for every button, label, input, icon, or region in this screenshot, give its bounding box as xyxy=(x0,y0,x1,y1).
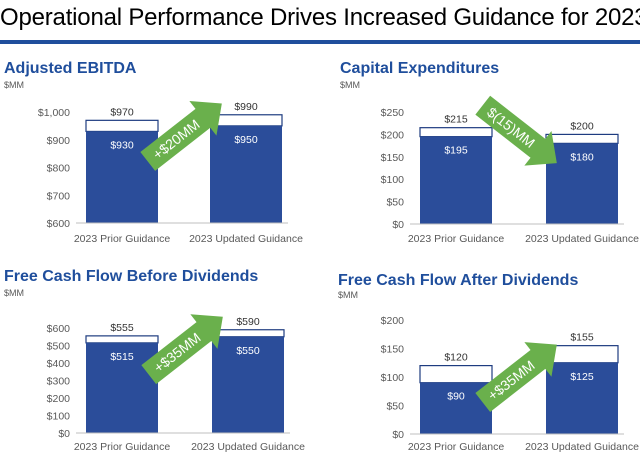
data-label-upper: $215 xyxy=(444,114,468,126)
y-tick-label: $700 xyxy=(47,190,71,202)
data-label-bar: $550 xyxy=(236,345,260,357)
chart-panel-fcf-before-dividends: Free Cash Flow Before Dividends $MM $0 $1… xyxy=(0,266,320,458)
bar-upper-segment xyxy=(211,329,285,338)
y-tick-label: $100 xyxy=(381,174,405,186)
category-label: 2023 Prior Guidance xyxy=(74,441,170,453)
y-tick-label: $800 xyxy=(47,163,71,175)
y-tick-label: $50 xyxy=(386,197,404,209)
y-tick-label: $0 xyxy=(58,428,70,440)
data-label-upper: $200 xyxy=(570,120,594,132)
chart-panel-adjusted-ebitda: Adjusted EBITDA $MM $600 $700 $800 $900 $1,0… xyxy=(0,58,320,253)
category-label: 2023 Updated Guidance xyxy=(525,233,639,245)
bar-upper-segment xyxy=(545,345,619,364)
y-tick-label: $250 xyxy=(381,107,405,119)
category-label: 2023 Updated Guidance xyxy=(189,233,303,245)
page-title: Operational Performance Drives Increased… xyxy=(0,4,640,31)
bar xyxy=(546,143,618,224)
change-arrow xyxy=(140,100,222,171)
category-label: 2023 Prior Guidance xyxy=(74,233,170,245)
change-arrow xyxy=(475,342,557,412)
y-tick-label: $200 xyxy=(381,129,405,141)
y-tick-label: $0 xyxy=(392,219,404,231)
category-label: 2023 Prior Guidance xyxy=(408,441,504,453)
chart-svg: $0 $50 $100 $150 $200 $120 $90 2023 Prior Guida… xyxy=(381,315,639,453)
y-tick-label: $100 xyxy=(47,411,71,423)
y-tick-label: $500 xyxy=(47,341,71,353)
data-label-upper: $555 xyxy=(110,322,134,334)
chart-svg: $0 $100 $200 $300 $400 $500 $600 $555 $515 2023 P… xyxy=(47,314,305,453)
y-tick-label: $300 xyxy=(47,376,71,388)
bar-upper-segment xyxy=(419,127,493,138)
chart-svg: $0 $50 $100 $150 $200 $250 $215 $195 2023 Prior … xyxy=(381,95,639,245)
chart-unit: $MM xyxy=(4,288,24,298)
bar xyxy=(86,342,158,433)
bar-upper-segment xyxy=(419,364,493,384)
data-label-bar: $950 xyxy=(234,134,258,146)
y-tick-label: $200 xyxy=(381,315,405,327)
bar-upper-segment xyxy=(85,335,159,344)
data-label-upper: $120 xyxy=(444,352,468,364)
y-tick-label: $1,000 xyxy=(38,107,70,119)
data-label-bar: $930 xyxy=(110,139,134,151)
data-label-bar: $515 xyxy=(110,351,134,363)
y-tick-label: $150 xyxy=(381,344,405,356)
data-label-upper: $970 xyxy=(110,106,134,118)
bar-upper-segment xyxy=(209,114,283,127)
y-tick-label: $0 xyxy=(392,429,404,441)
data-label-bar: $180 xyxy=(570,151,594,163)
y-tick-label: $900 xyxy=(47,135,71,147)
change-arrow xyxy=(141,314,223,385)
chart-unit: $MM xyxy=(340,80,360,90)
data-label-bar: $125 xyxy=(570,371,594,383)
y-tick-label: $50 xyxy=(386,401,404,413)
y-tick-label: $400 xyxy=(47,358,71,370)
bar xyxy=(212,336,284,433)
bar xyxy=(546,362,618,434)
chart-unit: $MM xyxy=(4,80,24,90)
data-label-upper: $590 xyxy=(236,316,260,328)
change-arrow xyxy=(475,95,557,166)
bar-upper-segment xyxy=(85,119,159,133)
y-tick-label: $600 xyxy=(47,323,71,335)
y-tick-label: $600 xyxy=(47,218,71,230)
bar xyxy=(210,125,282,223)
title-divider xyxy=(0,40,640,44)
data-label-upper: $155 xyxy=(570,332,594,344)
y-tick-label: $100 xyxy=(381,372,405,384)
category-label: 2023 Updated Guidance xyxy=(191,441,305,453)
data-label-bar: $195 xyxy=(444,145,468,157)
chart-svg: $600 $700 $800 $900 $1,000 $970 $930 2023 Prior… xyxy=(38,100,303,245)
y-tick-label: $200 xyxy=(47,393,71,405)
chart-title: Adjusted EBITDA xyxy=(4,60,137,77)
data-label-bar: $90 xyxy=(447,391,465,403)
chart-title: Free Cash Flow After Dividends xyxy=(338,272,579,289)
category-label: 2023 Updated Guidance xyxy=(525,441,639,453)
chart-title: Capital Expenditures xyxy=(340,60,500,77)
chart-panel-capital-expenditures: Capital Expenditures $MM $0 $50 $100 $150 $2… xyxy=(330,58,640,253)
chart-unit: $MM xyxy=(338,290,358,300)
chart-panel-fcf-after-dividends: Free Cash Flow After Dividends $MM $0 $50… xyxy=(330,266,640,458)
chart-title: Free Cash Flow Before Dividends xyxy=(4,268,259,285)
y-tick-label: $150 xyxy=(381,152,405,164)
bar xyxy=(86,131,158,223)
bar xyxy=(420,136,492,224)
bar-upper-segment xyxy=(545,133,619,144)
data-label-upper: $990 xyxy=(234,101,258,113)
category-label: 2023 Prior Guidance xyxy=(408,233,504,245)
